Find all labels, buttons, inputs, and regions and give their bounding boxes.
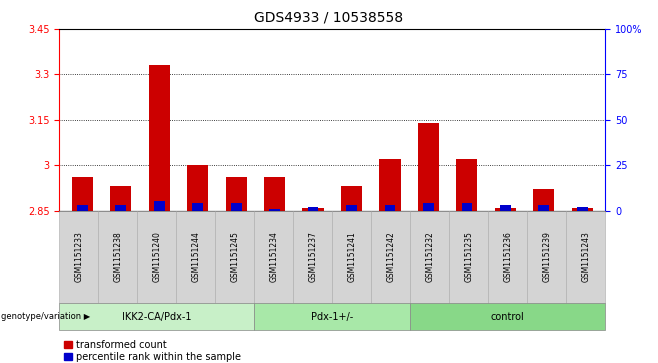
Bar — [115, 205, 126, 211]
Text: GSM1151234: GSM1151234 — [269, 231, 278, 282]
Bar — [418, 123, 439, 211]
Text: IKK2-CA/Pdx-1: IKK2-CA/Pdx-1 — [122, 312, 191, 322]
Text: genotype/variation ▶: genotype/variation ▶ — [1, 312, 90, 321]
Bar — [461, 203, 472, 211]
Bar — [149, 65, 170, 211]
Bar — [423, 203, 434, 211]
Text: GSM1151236: GSM1151236 — [503, 231, 513, 282]
Text: GSM1151245: GSM1151245 — [230, 231, 240, 282]
Bar — [303, 208, 324, 211]
Bar — [457, 159, 478, 211]
Bar — [77, 205, 88, 211]
Text: GDS4933 / 10538558: GDS4933 / 10538558 — [255, 11, 403, 25]
Text: control: control — [491, 312, 524, 322]
Text: GSM1151238: GSM1151238 — [113, 232, 122, 282]
Text: GSM1151235: GSM1151235 — [465, 231, 473, 282]
Bar — [346, 205, 357, 211]
Text: GSM1151242: GSM1151242 — [386, 232, 395, 282]
Bar — [380, 159, 401, 211]
Bar — [110, 186, 132, 211]
Bar — [533, 189, 555, 211]
Text: GSM1151244: GSM1151244 — [191, 231, 200, 282]
Bar — [154, 201, 164, 211]
Bar — [384, 205, 395, 211]
Text: GSM1151232: GSM1151232 — [425, 232, 434, 282]
Text: GSM1151243: GSM1151243 — [582, 231, 590, 282]
Bar — [500, 205, 511, 211]
Text: GSM1151239: GSM1151239 — [542, 231, 551, 282]
Bar — [308, 207, 318, 211]
Text: GSM1151240: GSM1151240 — [152, 231, 161, 282]
Bar — [341, 186, 362, 211]
Bar — [577, 207, 588, 211]
Text: GSM1151237: GSM1151237 — [309, 231, 317, 282]
Text: GSM1151241: GSM1151241 — [347, 232, 356, 282]
Bar — [495, 208, 516, 211]
Bar — [187, 165, 208, 211]
Bar — [231, 203, 241, 211]
Bar — [264, 177, 285, 211]
Legend: transformed count, percentile rank within the sample: transformed count, percentile rank withi… — [64, 340, 241, 362]
Bar — [538, 205, 549, 211]
Bar — [269, 209, 280, 211]
Bar — [572, 208, 593, 211]
Text: GSM1151233: GSM1151233 — [74, 231, 83, 282]
Bar — [72, 177, 93, 211]
Bar — [226, 177, 247, 211]
Bar — [192, 203, 203, 211]
Text: Pdx-1+/-: Pdx-1+/- — [311, 312, 353, 322]
